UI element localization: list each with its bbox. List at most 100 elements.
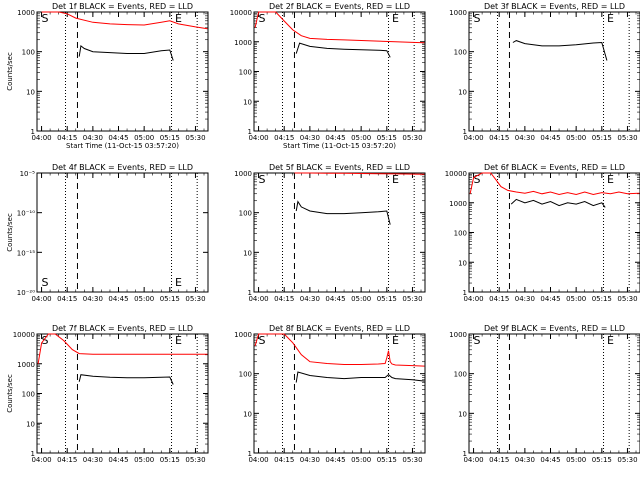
x-tick-label: 04:45 xyxy=(325,295,345,303)
panel-det-1: Det 1f BLACK = Events, RED = LLD 1 10 100 10… xyxy=(6,2,209,150)
events-series-line xyxy=(78,374,174,385)
start-marker-label: S xyxy=(474,334,481,347)
x-tick-label: 04:00 xyxy=(31,295,51,303)
y-axis-label: Counts/sec xyxy=(6,52,14,91)
x-tick-label: 05:00 xyxy=(351,134,371,142)
lld-series-line xyxy=(294,172,425,175)
x-tick-label: 04:00 xyxy=(248,134,268,142)
panel-det-4: Det 4f BLACK = Events, RED = LLD 10⁻²⁰ 10⁻… xyxy=(6,163,209,303)
panel-title: Det 2f BLACK = Events, RED = LLD xyxy=(269,2,410,11)
panel-det-6: Det 6f BLACK = Events, RED = LLD 1 10 100 10… xyxy=(445,163,640,303)
y-tick-label: 1000 xyxy=(234,331,252,339)
panel-title: Det 7f BLACK = Events, RED = LLD xyxy=(52,324,193,333)
plot-frame xyxy=(253,11,426,132)
y-tick-label: 100 xyxy=(239,371,252,379)
x-tick-label: 04:15 xyxy=(489,456,509,464)
x-tick-label: 05:15 xyxy=(377,295,397,303)
y-tick-label: 100 xyxy=(454,371,467,379)
x-tick-label: 04:15 xyxy=(274,295,294,303)
lld-series-line xyxy=(254,333,425,367)
x-tick-label: 05:15 xyxy=(160,456,180,464)
x-tick-label: 05:15 xyxy=(377,134,397,142)
x-tick-label: 05:30 xyxy=(402,456,422,464)
y-tick-label: 10 xyxy=(243,249,252,257)
y-tick-label: 1000 xyxy=(234,39,252,47)
start-marker-label: S xyxy=(42,276,49,289)
lld-series-line xyxy=(469,172,640,196)
y-tick-label: 10⁻¹⁰ xyxy=(17,210,35,218)
x-tick-label: 04:45 xyxy=(325,134,345,142)
x-tick-label: 04:30 xyxy=(83,295,103,303)
lld-series-line xyxy=(37,333,208,364)
x-tick-label: 05:30 xyxy=(617,134,637,142)
events-series-line xyxy=(78,44,174,61)
x-tick-label: 04:00 xyxy=(31,456,51,464)
plot-frame xyxy=(468,11,640,132)
x-tick-label: 04:45 xyxy=(325,456,345,464)
lld-series-line xyxy=(254,11,425,44)
x-tick-label: 04:45 xyxy=(540,295,560,303)
x-tick-label: 05:15 xyxy=(160,295,180,303)
panel-title: Det 8f BLACK = Events, RED = LLD xyxy=(269,324,410,333)
plot-frame xyxy=(468,172,640,293)
start-marker-label: S xyxy=(42,12,49,25)
end-marker-label: E xyxy=(392,12,399,25)
end-marker-label: E xyxy=(607,334,614,347)
y-tick-label: 10000 xyxy=(445,170,467,178)
x-tick-label: 04:15 xyxy=(57,456,77,464)
x-tick-label: 04:15 xyxy=(274,134,294,142)
start-marker-label: S xyxy=(259,173,266,186)
y-tick-label: 10 xyxy=(243,98,252,106)
x-tick-label: 04:30 xyxy=(83,456,103,464)
x-tick-label: 05:00 xyxy=(566,456,586,464)
panel-title: Det 6f BLACK = Events, RED = LLD xyxy=(484,163,625,172)
panel-det-5: Det 5f BLACK = Events, RED = LLD 1 10 100 10… xyxy=(234,163,426,303)
start-marker-label: S xyxy=(259,12,266,25)
y-tick-label: 100 xyxy=(454,49,467,57)
y-tick-label: 10 xyxy=(458,88,467,96)
y-tick-label: 1000 xyxy=(17,361,35,369)
panel-title: Det 4f BLACK = Events, RED = LLD xyxy=(52,163,193,172)
events-series-line xyxy=(295,42,391,58)
x-axis-label: Start Time (11-Oct-15 03:57:20) xyxy=(283,142,396,150)
plot-frame xyxy=(36,333,209,454)
x-tick-label: 04:30 xyxy=(300,456,320,464)
x-tick-label: 04:00 xyxy=(463,134,483,142)
x-tick-label: 05:15 xyxy=(592,295,612,303)
x-tick-label: 05:00 xyxy=(134,134,154,142)
x-tick-label: 04:00 xyxy=(463,295,483,303)
start-marker-label: S xyxy=(42,334,49,347)
x-tick-label: 04:30 xyxy=(83,134,103,142)
x-tick-label: 05:00 xyxy=(134,295,154,303)
y-tick-label: 100 xyxy=(454,230,467,238)
y-tick-label: 1 xyxy=(248,289,252,297)
start-marker-label: S xyxy=(474,173,481,186)
x-tick-label: 04:15 xyxy=(489,295,509,303)
plot-frame xyxy=(253,333,426,454)
y-tick-label: 100 xyxy=(22,391,35,399)
y-tick-label: 10000 xyxy=(13,331,35,339)
y-tick-label: 1 xyxy=(248,450,252,458)
y-tick-label: 1 xyxy=(463,450,467,458)
events-series-line xyxy=(510,198,606,208)
y-tick-label: 1000 xyxy=(17,9,35,17)
panel-title: Det 3f BLACK = Events, RED = LLD xyxy=(484,2,625,11)
x-tick-label: 04:30 xyxy=(515,295,535,303)
panel-title: Det 1f BLACK = Events, RED = LLD xyxy=(52,2,193,11)
y-tick-label: 10⁻⁵ xyxy=(20,170,36,178)
x-tick-label: 04:45 xyxy=(108,134,128,142)
y-tick-label: 1 xyxy=(463,289,467,297)
y-tick-label: 10⁻¹⁵ xyxy=(17,249,35,257)
y-tick-label: 10 xyxy=(243,410,252,418)
panel-title: Det 9f BLACK = Events, RED = LLD xyxy=(484,324,625,333)
events-series-line xyxy=(295,200,391,225)
x-tick-label: 05:30 xyxy=(402,295,422,303)
lld-series-line xyxy=(41,11,208,30)
x-tick-label: 04:00 xyxy=(31,134,51,142)
y-tick-label: 10⁻²⁰ xyxy=(17,289,35,297)
plot-frame xyxy=(253,172,426,293)
y-tick-label: 10 xyxy=(458,259,467,267)
x-tick-label: 04:30 xyxy=(515,456,535,464)
panel-det-7: Det 7f BLACK = Events, RED = LLD 1 10 100 10… xyxy=(6,324,209,464)
